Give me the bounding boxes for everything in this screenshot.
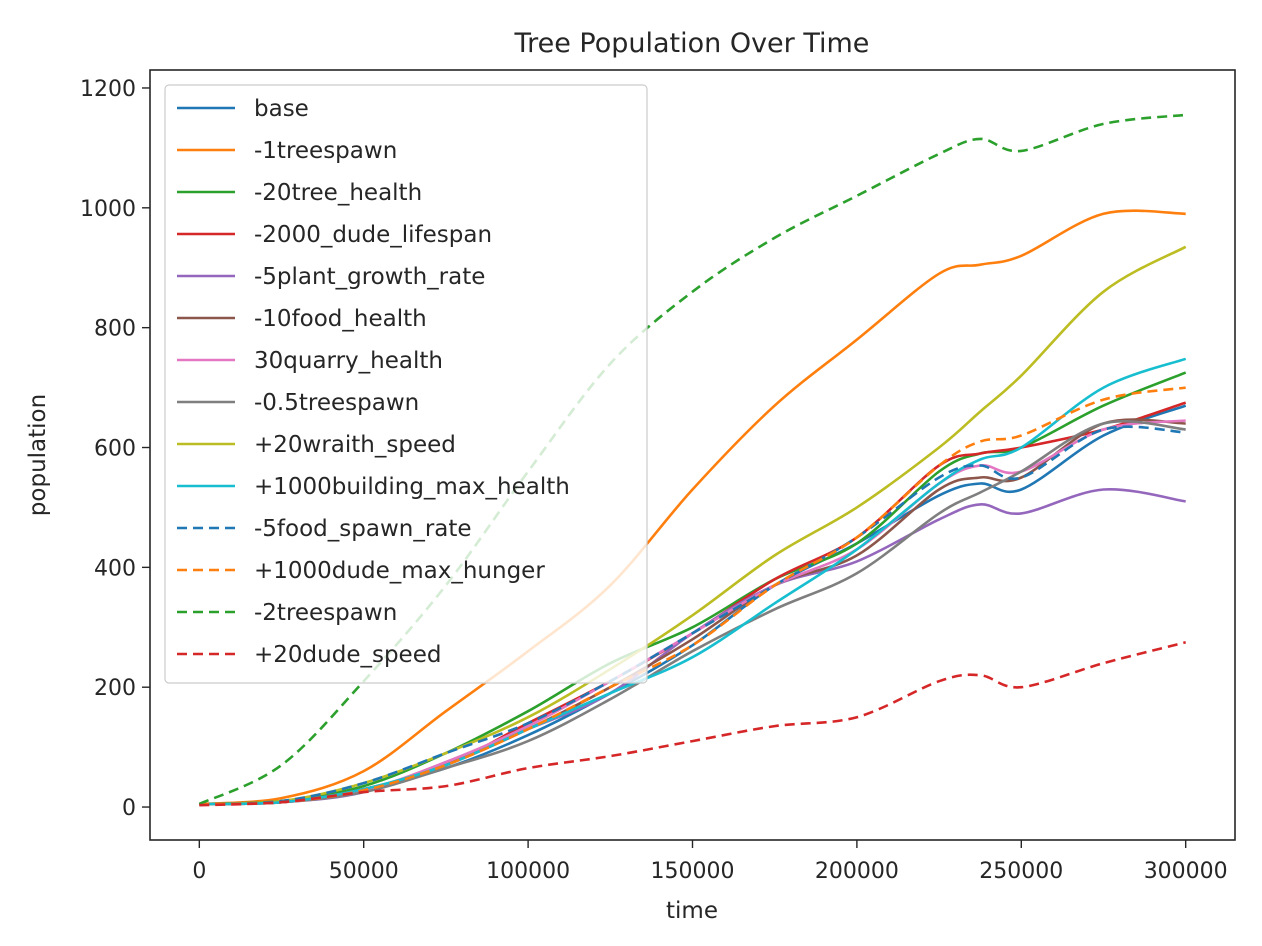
series-line-20dude-speed: [199, 641, 1187, 807]
legend-entry-label: +1000dude_max_hunger: [254, 558, 545, 584]
y-tick-label: 200: [94, 676, 136, 701]
x-tick-label: 50000: [329, 859, 399, 884]
x-axis: 0 50000 100000 150000 200000 250000 300000: [192, 840, 1228, 884]
y-tick-label: 800: [94, 317, 136, 342]
y-tick-label: 600: [94, 437, 136, 462]
legend: base -1treespawn -20tree_health -2000_dude_…: [164, 84, 648, 684]
legend-entry-label: -0.5treespawn: [254, 390, 419, 416]
legend-entry-label: -1treespawn: [254, 138, 397, 164]
series-line-1000building-max-health: [199, 357, 1187, 806]
y-axis: 0 200 400 600 800 1000 1200: [80, 77, 150, 821]
legend-entry-label: +1000building_max_health: [254, 474, 570, 500]
y-tick-label: 1200: [80, 77, 136, 102]
legend-entry-label: +20wraith_speed: [254, 432, 456, 458]
legend-entry-label: base: [254, 96, 309, 122]
y-tick-label: 1000: [80, 197, 136, 222]
x-tick-label: 150000: [651, 859, 735, 884]
series-line-1treespawn: [199, 209, 1186, 806]
legend-entry-label: 30quarry_health: [254, 348, 443, 374]
series-line-20wraith-speed: [199, 245, 1187, 806]
series-line-5food-spawn-rate: [199, 425, 1186, 806]
y-tick-label: 0: [122, 796, 136, 821]
legend-entry-label: -10food_health: [254, 306, 427, 332]
legend-entry-label: -2treespawn: [254, 600, 397, 626]
x-axis-label: time: [666, 898, 718, 924]
y-tick-label: 400: [94, 556, 136, 581]
x-tick-label: 0: [192, 859, 206, 884]
series-line-1000dude-max-hunger: [199, 386, 1186, 806]
plot-area: [198, 113, 1187, 807]
legend-entry-label: +20dude_speed: [254, 642, 441, 668]
x-tick-label: 200000: [815, 859, 899, 884]
legend-box: [164, 84, 648, 684]
x-tick-label: 100000: [486, 859, 570, 884]
chart-title: Tree Population Over Time: [514, 28, 870, 59]
legend-entry-label: -5plant_growth_rate: [254, 264, 485, 290]
legend-entry-label: -2000_dude_lifespan: [254, 222, 492, 248]
y-axis-label: population: [25, 394, 51, 516]
x-tick-label: 250000: [979, 859, 1063, 884]
legend-entry-label: -20tree_health: [254, 180, 422, 206]
x-tick-label: 300000: [1144, 859, 1228, 884]
legend-entry-label: -5food_spawn_rate: [254, 516, 472, 542]
